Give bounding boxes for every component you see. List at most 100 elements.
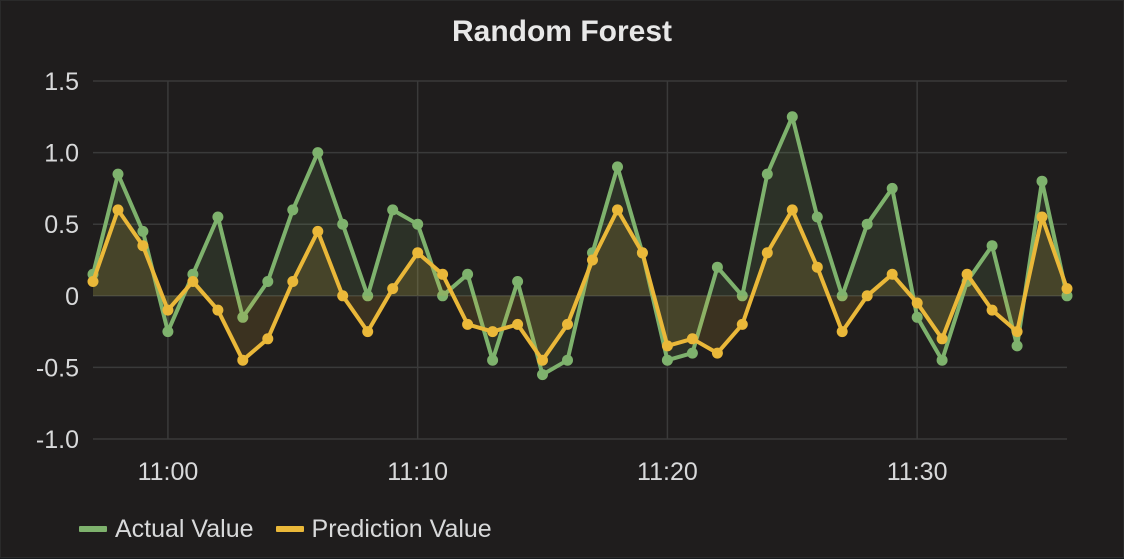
legend-item-prediction[interactable]: Prediction Value — [275, 514, 492, 544]
series-line — [91, 207, 1069, 363]
data-point[interactable] — [412, 218, 424, 230]
data-point[interactable] — [686, 347, 698, 359]
data-point[interactable] — [337, 290, 349, 302]
data-point[interactable] — [986, 240, 998, 252]
legend-label-actual: Actual Value — [115, 514, 254, 543]
data-point[interactable] — [936, 354, 948, 366]
data-point[interactable] — [1011, 340, 1023, 352]
x-tick-label: 11:10 — [387, 458, 448, 486]
data-point[interactable] — [612, 161, 623, 173]
data-point[interactable] — [587, 254, 598, 266]
series-layer — [87, 111, 1073, 381]
data-point[interactable] — [861, 218, 873, 230]
y-tick-label: -0.5 — [36, 354, 79, 382]
data-point[interactable] — [711, 347, 723, 359]
data-point[interactable] — [187, 276, 199, 287]
data-point[interactable] — [886, 268, 898, 280]
data-point[interactable] — [237, 354, 249, 366]
legend-label-prediction: Prediction Value — [311, 514, 492, 543]
legend: Actual Value Prediction Value — [79, 513, 492, 545]
data-point[interactable] — [262, 333, 274, 345]
data-point[interactable] — [562, 354, 573, 366]
legend-swatch-prediction — [275, 526, 304, 532]
x-tick-label: 11:30 — [887, 458, 948, 486]
legend-swatch-actual — [79, 526, 107, 532]
data-point[interactable] — [437, 290, 449, 302]
data-point[interactable] — [537, 369, 548, 381]
data-point[interactable] — [237, 311, 249, 323]
data-point[interactable] — [212, 304, 224, 316]
data-point[interactable] — [661, 340, 673, 352]
data-point[interactable] — [87, 276, 99, 287]
data-point[interactable] — [512, 276, 524, 287]
y-tick-label: 1.5 — [44, 68, 79, 96]
data-point[interactable] — [686, 333, 698, 345]
data-point[interactable] — [362, 290, 374, 302]
data-point[interactable] — [337, 218, 349, 230]
data-point[interactable] — [137, 240, 149, 252]
data-point[interactable] — [112, 168, 124, 180]
data-point[interactable] — [661, 354, 673, 366]
data-point[interactable] — [387, 283, 399, 295]
chart-title: Random Forest — [451, 15, 673, 48]
data-point[interactable] — [736, 290, 748, 302]
data-point[interactable] — [1011, 326, 1023, 338]
data-point[interactable] — [462, 268, 474, 280]
data-point[interactable] — [562, 318, 573, 330]
data-point[interactable] — [1036, 211, 1048, 223]
x-tick-label: 11:20 — [637, 458, 698, 486]
data-point[interactable] — [911, 297, 923, 309]
data-point[interactable] — [487, 354, 499, 366]
series-area — [93, 116, 1067, 375]
data-point[interactable] — [936, 333, 948, 345]
data-point[interactable] — [287, 276, 299, 287]
data-point[interactable] — [312, 225, 324, 237]
y-tick-label: 0 — [65, 283, 79, 311]
data-point[interactable] — [262, 276, 274, 287]
series-area — [93, 209, 1067, 361]
data-point[interactable] — [112, 204, 124, 216]
data-point[interactable] — [836, 290, 848, 302]
data-point[interactable] — [512, 318, 524, 330]
y-tick-label: 1.0 — [44, 140, 79, 168]
data-point[interactable] — [487, 326, 499, 338]
data-point[interactable] — [861, 290, 873, 302]
data-point[interactable] — [786, 111, 798, 123]
data-point[interactable] — [636, 247, 648, 259]
data-point[interactable] — [462, 318, 474, 330]
x-axis-ticks: 11:00 11:10 11:20 11:30 — [138, 458, 948, 486]
data-point[interactable] — [412, 247, 424, 259]
data-point[interactable] — [537, 354, 548, 366]
data-point[interactable] — [162, 326, 174, 338]
data-point[interactable] — [736, 318, 748, 330]
data-point[interactable] — [836, 326, 848, 338]
data-point[interactable] — [287, 204, 299, 216]
data-point[interactable] — [786, 204, 798, 216]
grid-layer — [93, 80, 1067, 440]
series-prediction — [87, 204, 1073, 366]
data-point[interactable] — [212, 211, 224, 223]
data-point[interactable] — [612, 204, 623, 216]
data-point[interactable] — [312, 147, 324, 159]
data-point[interactable] — [761, 168, 773, 180]
data-point[interactable] — [711, 261, 723, 273]
data-point[interactable] — [986, 304, 998, 316]
data-point[interactable] — [362, 326, 374, 338]
data-point[interactable] — [886, 182, 898, 194]
x-tick-label: 11:00 — [138, 458, 199, 486]
data-point[interactable] — [761, 247, 773, 259]
y-tick-label: -1.0 — [36, 426, 79, 454]
data-point[interactable] — [437, 268, 449, 280]
data-point[interactable] — [1061, 283, 1073, 295]
data-point[interactable] — [137, 225, 149, 237]
data-point[interactable] — [811, 211, 823, 223]
data-point[interactable] — [911, 311, 923, 323]
data-point[interactable] — [1036, 175, 1048, 187]
data-point[interactable] — [387, 204, 399, 216]
data-point[interactable] — [811, 261, 823, 273]
legend-item-actual[interactable]: Actual Value — [79, 515, 254, 544]
data-point[interactable] — [162, 304, 174, 316]
data-point[interactable] — [961, 268, 973, 280]
